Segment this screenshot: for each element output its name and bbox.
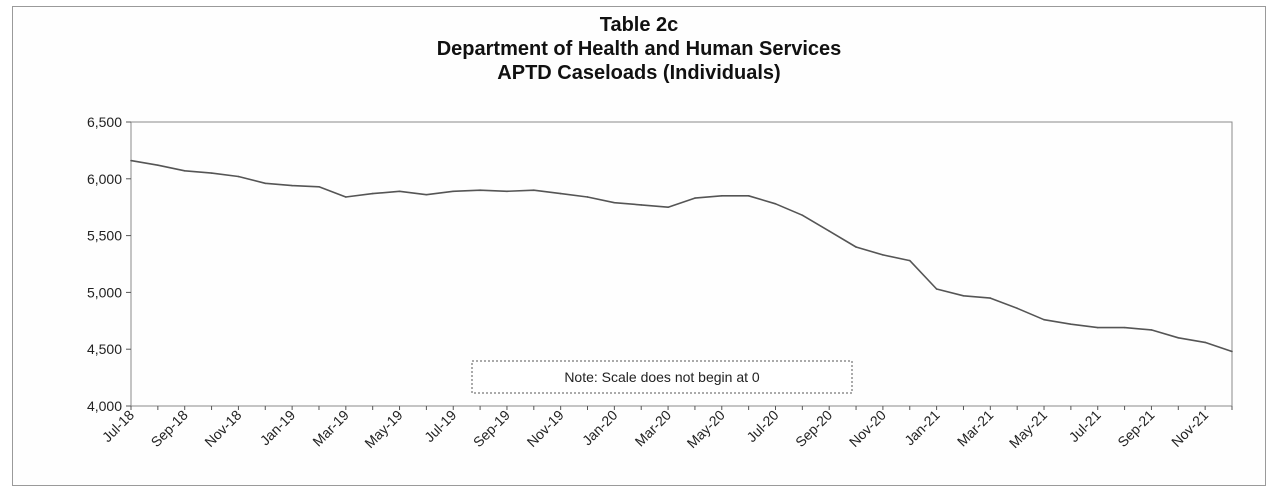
x-tick-label: May-19 [361,407,405,451]
data-point [452,190,455,193]
y-tick-label: 4,500 [87,341,122,357]
x-tick-label: Sep-20 [792,407,835,450]
x-tick-label: Jan-21 [901,407,943,449]
data-point [1150,329,1153,331]
chart-title-line-3: APTD Caseloads (Individuals) [497,62,781,84]
data-point [640,204,643,206]
data-point [533,189,535,191]
x-tick-label: Mar-19 [309,407,352,450]
data-point [210,172,213,174]
data-point [130,159,132,162]
data-point [425,193,428,196]
x-tick-label: Sep-21 [1114,407,1157,450]
data-point [694,197,696,199]
x-tick-label: Nov-20 [846,407,889,450]
x-tick-label: May-20 [684,407,728,451]
data-point [264,182,267,185]
chart-title-line-1: Table 2c [599,14,679,36]
y-tick-label: 6,500 [87,114,122,130]
data-point [1070,323,1072,326]
data-point [935,288,938,290]
x-tick-label: Mar-21 [954,407,997,450]
data-point [479,189,481,191]
scale-note: Note: Scale does not begin at 0 [471,360,853,394]
data-point [1123,326,1126,329]
x-tick-label: Jul-21 [1066,407,1104,445]
y-tick-label: 5,500 [87,228,122,244]
x-tick-label: Nov-19 [524,407,567,450]
data-point [747,195,750,197]
data-point [989,297,992,299]
data-point [828,230,830,232]
x-axis: Jul-18 Sep-18 Nov-18 Jan-19 Mar-19 May-19 Jul-… [99,406,1233,451]
data-point [1204,341,1206,344]
x-tick-label: Jul-19 [421,407,459,445]
data-point [1016,307,1018,310]
data-point [398,190,401,193]
data-point [345,196,347,198]
chart-title-line-2: Department of Health and Human Services [436,38,842,60]
y-tick-label: 6,000 [87,171,122,187]
data-point [962,295,965,297]
data-point [559,192,562,195]
data-point [882,254,884,256]
data-point [506,190,508,193]
data-point [613,201,616,204]
x-tick-label: Mar-20 [632,407,675,450]
data-point [291,184,293,187]
data-point [801,214,804,216]
x-tick-label: Nov-18 [201,407,244,450]
x-tick-label: May-21 [1006,407,1050,451]
plot-area-border [130,121,1233,407]
data-point [157,164,159,166]
y-tick-label: 5,000 [87,284,122,300]
data-point [908,259,911,262]
scale-note-text: Note: Scale does not begin at 0 [564,369,760,385]
x-tick-label: Jan-20 [579,407,621,449]
data-point [1231,350,1233,353]
data-point [371,192,374,195]
data-point [1177,337,1180,339]
x-tick-label: Sep-19 [470,407,513,450]
data-point [1043,318,1045,321]
series-path [130,159,1233,353]
plot-area [130,121,1233,407]
data-point [667,206,669,208]
x-tick-label: Jan-19 [257,407,299,449]
data-point [855,246,857,248]
series-line [130,159,1233,353]
chart-title: Table 2c Department of Health and Human … [13,13,1265,85]
data-point [318,185,320,188]
y-tick-label: 4,000 [87,398,122,414]
x-tick-label: Jul-20 [743,407,781,445]
data-point [1096,326,1099,329]
y-axis: 4,000 4,500 5,000 5,500 6,000 6,500 [87,114,131,414]
data-point [720,195,723,197]
x-tick-label: Nov-21 [1168,407,1211,450]
data-point [183,170,186,172]
x-tick-label: Sep-18 [148,407,191,450]
data-point [586,196,589,198]
scale-note-box [471,360,853,394]
data-point [774,202,777,205]
data-point [237,175,240,178]
